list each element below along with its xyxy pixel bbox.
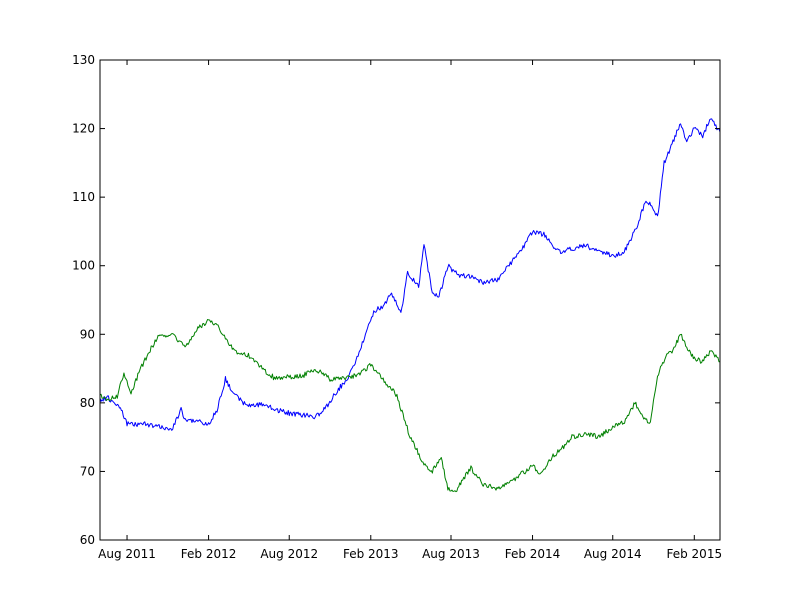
plot-frame — [99, 59, 721, 541]
series-layer — [99, 118, 721, 493]
y-tick-label: 120 — [72, 122, 95, 136]
x-tick-label: Feb 2013 — [343, 547, 399, 561]
series-line-1 — [99, 118, 721, 431]
x-tick-label: Feb 2015 — [666, 547, 722, 561]
x-tick-label: Aug 2012 — [260, 547, 318, 561]
y-tick-label: 80 — [80, 396, 95, 410]
y-tick-label: 70 — [80, 464, 95, 478]
y-axis: 60 70 80 90 100 110 120 130 — [72, 53, 720, 547]
y-tick-label: 100 — [72, 259, 95, 273]
x-tick-label: Aug 2013 — [422, 547, 480, 561]
x-tick-label: Feb 2014 — [505, 547, 561, 561]
x-tick-label: Aug 2011 — [98, 547, 156, 561]
y-tick-label: 130 — [72, 53, 95, 67]
x-tick-label: Aug 2014 — [584, 547, 642, 561]
series-line-2 — [99, 319, 721, 493]
x-axis: Aug 2011 Feb 2012 Aug 2012 Feb 2013 Aug 2013… — [98, 60, 722, 561]
y-tick-label: 110 — [72, 190, 95, 204]
y-tick-label: 90 — [80, 327, 95, 341]
x-tick-label: Feb 2012 — [181, 547, 237, 561]
y-tick-label: 60 — [80, 533, 95, 547]
